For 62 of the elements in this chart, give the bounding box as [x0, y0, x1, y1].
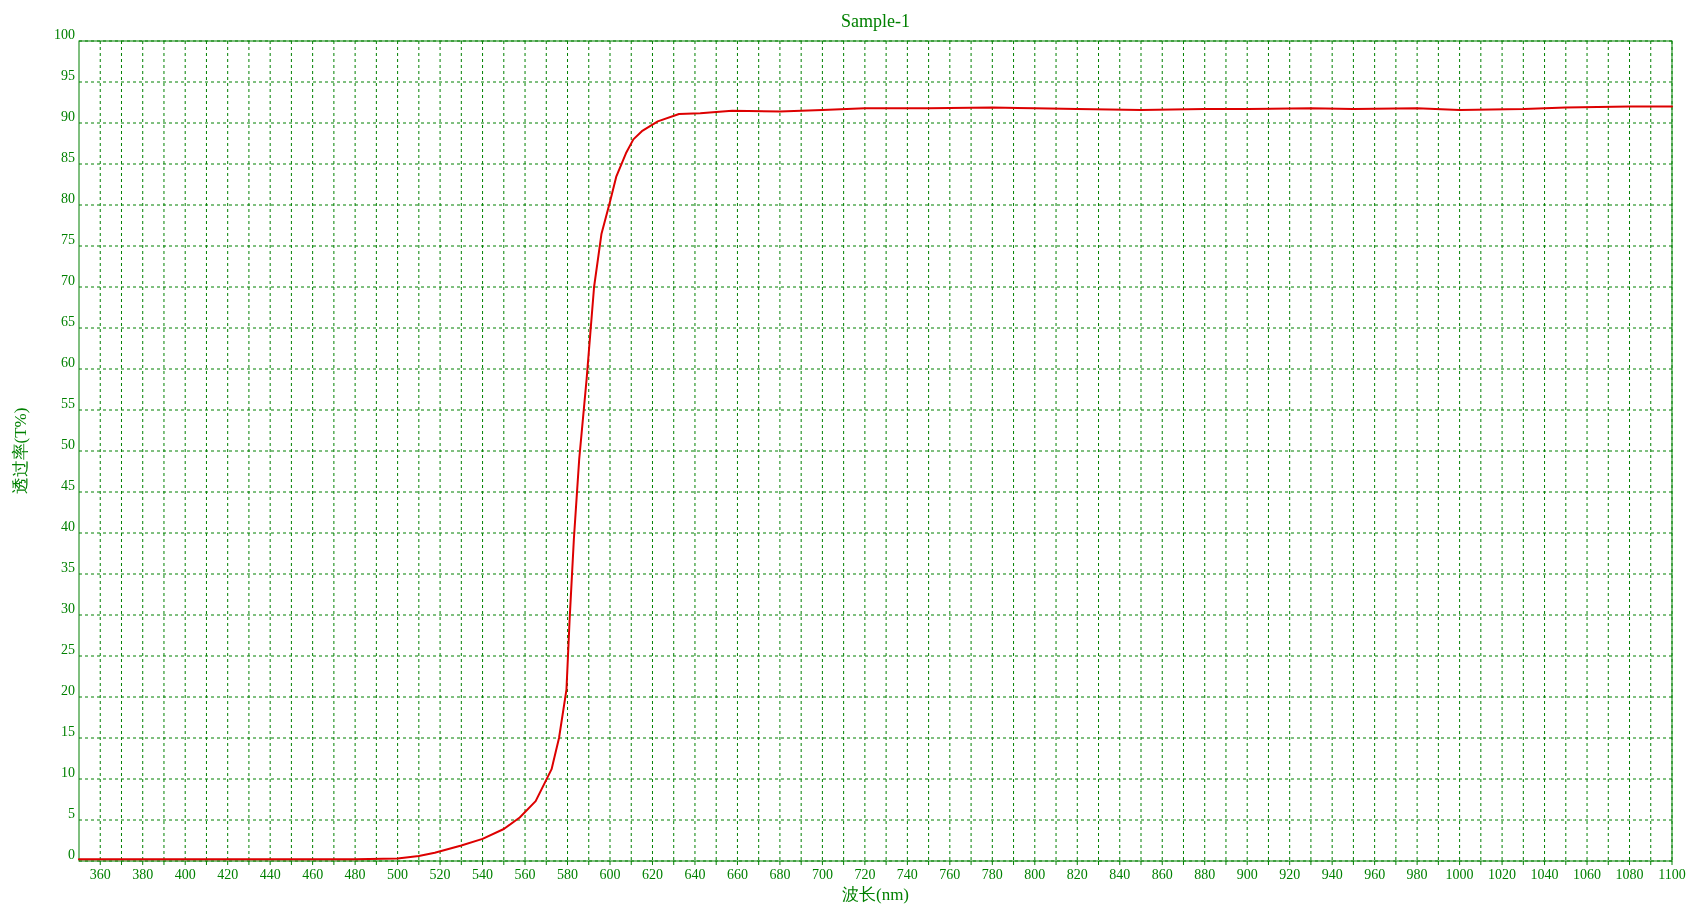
x-tick-label: 920: [1279, 867, 1301, 882]
chart-title: Sample-1: [841, 11, 910, 31]
x-tick-label: 1020: [1488, 867, 1517, 882]
x-tick-label: 820: [1066, 867, 1088, 882]
x-tick-label: 400: [174, 867, 196, 882]
x-tick-label: 840: [1109, 867, 1131, 882]
y-tick-label: 20: [61, 683, 75, 698]
x-tick-label: 980: [1406, 867, 1428, 882]
x-tick-label: 600: [599, 867, 621, 882]
x-tick-label: 1080: [1615, 867, 1644, 882]
y-tick-label: 15: [61, 724, 75, 739]
y-tick-label: 5: [68, 806, 75, 821]
x-tick-label: 900: [1236, 867, 1258, 882]
y-tick-label: 90: [61, 109, 75, 124]
y-tick-label: 65: [61, 314, 75, 329]
y-tick-label: 45: [61, 478, 75, 493]
x-tick-label: 1040: [1530, 867, 1559, 882]
y-tick-label: 85: [61, 150, 75, 165]
x-tick-label: 480: [344, 867, 366, 882]
y-tick-label: 30: [61, 601, 75, 616]
y-tick-label: 75: [61, 232, 75, 247]
x-tick-label: 800: [1024, 867, 1046, 882]
x-tick-label: 460: [302, 867, 324, 882]
x-tick-label: 1060: [1573, 867, 1602, 882]
y-tick-label: 50: [61, 437, 75, 452]
x-axis-title: 波长(nm): [841, 885, 910, 904]
x-tick-label: 880: [1194, 867, 1216, 882]
x-tick-label: 620: [641, 867, 663, 882]
y-tick-label: 55: [61, 396, 75, 411]
x-tick-label: 380: [132, 867, 154, 882]
y-axis-title: 透过率(T%): [11, 407, 30, 495]
x-tick-label: 940: [1321, 867, 1343, 882]
x-tick-label: 440: [259, 867, 281, 882]
x-tick-label: 520: [429, 867, 451, 882]
y-tick-label: 95: [61, 68, 75, 83]
y-tick-label: 35: [61, 560, 75, 575]
y-tick-label: 70: [61, 273, 75, 288]
y-tick-label: 0: [68, 847, 75, 862]
y-tick-label: 25: [61, 642, 75, 657]
x-tick-label: 860: [1151, 867, 1173, 882]
y-tick-label: 40: [61, 519, 75, 534]
x-tick-label: 360: [89, 867, 111, 882]
x-tick-label: 640: [684, 867, 706, 882]
y-tick-label: 80: [61, 191, 75, 206]
x-tick-label: 660: [726, 867, 748, 882]
x-tick-label: 740: [896, 867, 918, 882]
x-tick-label: 960: [1364, 867, 1386, 882]
y-tick-label: 10: [61, 765, 75, 780]
y-tick-label: 100: [54, 27, 75, 42]
x-tick-label: 580: [557, 867, 579, 882]
x-tick-label: 1000: [1445, 867, 1474, 882]
x-tick-label: 680: [769, 867, 791, 882]
x-tick-label: 1100: [1658, 867, 1686, 882]
x-tick-label: 780: [981, 867, 1003, 882]
x-tick-label: 560: [514, 867, 536, 882]
x-tick-label: 500: [387, 867, 409, 882]
y-tick-label: 60: [61, 355, 75, 370]
x-tick-label: 700: [811, 867, 833, 882]
x-tick-label: 540: [472, 867, 494, 882]
x-tick-label: 720: [854, 867, 876, 882]
x-tick-label: 760: [939, 867, 961, 882]
x-tick-label: 420: [217, 867, 239, 882]
